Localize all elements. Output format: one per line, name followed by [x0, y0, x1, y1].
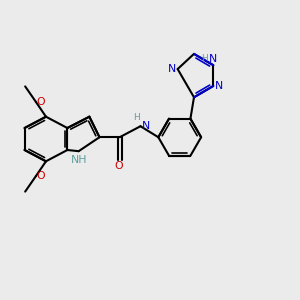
Text: O: O — [36, 97, 45, 107]
Text: H: H — [134, 113, 140, 122]
Text: O: O — [115, 161, 123, 171]
Text: N: N — [215, 81, 224, 91]
Text: O: O — [36, 171, 45, 181]
Text: N: N — [209, 54, 218, 64]
Text: N: N — [168, 64, 176, 74]
Text: N: N — [141, 121, 150, 130]
Text: NH: NH — [71, 154, 88, 164]
Text: H: H — [201, 54, 208, 63]
